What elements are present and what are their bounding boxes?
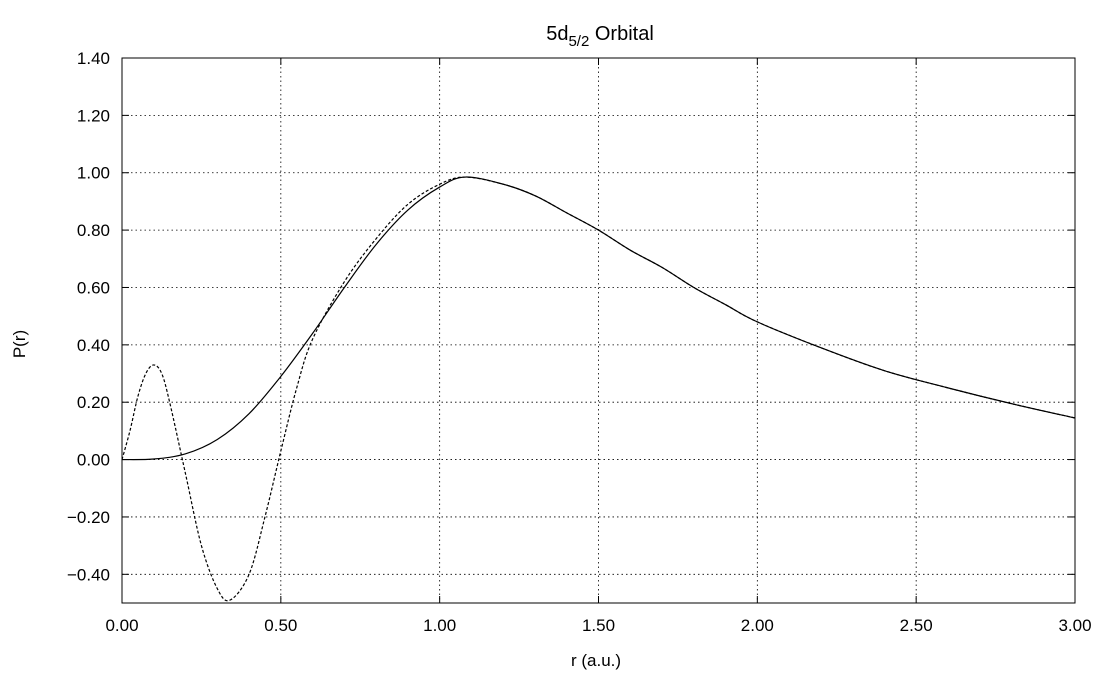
y-tick-label: −0.20 — [67, 508, 110, 527]
y-tick-label: 1.40 — [77, 49, 110, 68]
tick-marks — [121, 57, 1076, 603]
y-tick-label: 0.00 — [77, 451, 110, 470]
x-axis-label: r (a.u.) — [571, 651, 621, 670]
dashed-series-line — [121, 176, 1076, 602]
chart-title-suffix: Orbital — [589, 23, 653, 45]
chart-title: 5d5/2 Orbital — [546, 23, 654, 50]
y-tick-labels: −0.40 −0.20 0.00 0.20 0.40 0.60 0.80 1.00 1.20 1.… — [67, 49, 110, 584]
y-tick-label: 1.20 — [77, 106, 110, 125]
solid-series-line — [121, 176, 1076, 461]
x-tick-label: 1.50 — [582, 616, 615, 635]
y-tick-label: 0.80 — [77, 221, 110, 240]
grid — [122, 58, 1075, 603]
y-tick-label: −0.40 — [67, 565, 110, 584]
y-axis-label: P(r) — [10, 330, 29, 358]
chart-title-main: 5d — [546, 23, 568, 45]
x-tick-label: 2.50 — [900, 616, 933, 635]
y-tick-label: 0.40 — [77, 336, 110, 355]
series-layer — [121, 176, 1076, 602]
y-tick-label: 0.20 — [77, 393, 110, 412]
x-tick-label: 3.00 — [1058, 616, 1091, 635]
y-tick-label: 0.60 — [77, 278, 110, 297]
y-tick-label: 1.00 — [77, 164, 110, 183]
x-tick-label: 0.00 — [105, 616, 138, 635]
x-tick-label: 1.00 — [423, 616, 456, 635]
x-tick-label: 0.50 — [264, 616, 297, 635]
x-tick-label: 2.00 — [741, 616, 774, 635]
chart-title-subscript: 5/2 — [568, 33, 589, 50]
x-tick-labels: 0.00 0.50 1.00 1.50 2.00 2.50 3.00 — [105, 616, 1091, 635]
